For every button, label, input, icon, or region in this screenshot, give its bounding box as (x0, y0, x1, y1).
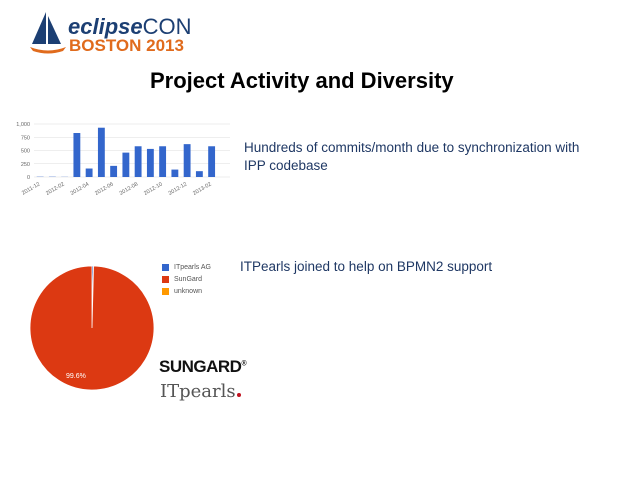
y-tick-label: 750 (21, 135, 30, 141)
bar (97, 127, 105, 177)
bar (110, 165, 118, 177)
legend-swatch (162, 275, 169, 283)
y-tick-label: 1,000 (16, 122, 30, 128)
bar (183, 144, 191, 177)
legend-item: SunGard (162, 273, 211, 285)
slide-title: Project Activity and Diversity (150, 68, 454, 93)
bar (208, 146, 216, 177)
sungard-logo: SUNGARD® (159, 357, 247, 376)
y-tick-label: 500 (21, 149, 30, 155)
bar (146, 148, 154, 177)
commits-note: Hundreds of commits/month due to synchro… (244, 140, 580, 173)
eclipsecon-logo: eclipseCON BOSTON 2013 (28, 10, 198, 56)
bar (195, 171, 203, 177)
y-tick-label: 250 (21, 162, 30, 168)
bar (134, 146, 142, 177)
logo-line2: BOSTON 2013 (69, 36, 184, 55)
bar (159, 146, 167, 177)
sailboat-icon (30, 12, 66, 54)
legend-label: ITpearls AG (174, 263, 211, 271)
x-tick-label: 2012-02 (45, 182, 65, 197)
x-tick-label: 2012-08 (119, 182, 139, 197)
pie-slice-label: 99.6% (66, 373, 86, 380)
x-tick-label: 2012-06 (94, 182, 114, 197)
legend-swatch (162, 263, 169, 271)
legend-item: ITpearls AG (162, 261, 211, 273)
legend-swatch (162, 287, 169, 295)
itpearls-logo: ITpearls (160, 381, 241, 402)
y-tick-label: 0 (27, 175, 30, 181)
legend-item: unknown (162, 285, 211, 297)
bar (85, 168, 93, 177)
logo-line1: eclipseCON (68, 14, 192, 39)
x-tick-label: 2013-02 (192, 182, 212, 197)
pie-slice (29, 265, 155, 391)
x-tick-label: 2012-10 (143, 182, 163, 197)
x-tick-label: 2012-12 (168, 182, 188, 197)
legend-label: unknown (174, 287, 203, 295)
x-tick-label: 2011-12 (21, 182, 41, 197)
bar (171, 169, 179, 177)
itpearls-note: ITPearls joined to help on BPMN2 support (240, 259, 493, 274)
legend-label: SunGard (174, 275, 203, 283)
contributor-pie-chart: 99.6% (29, 265, 155, 391)
x-tick-label: 2012-04 (70, 182, 90, 197)
bar (73, 133, 81, 177)
bar (122, 152, 130, 177)
pie-legend: ITpearls AG SunGard unknown (162, 261, 211, 297)
commits-bar-chart: 0 250 500 750 1,000 2011-12 2012-02 2012-04 2012… (16, 122, 230, 197)
